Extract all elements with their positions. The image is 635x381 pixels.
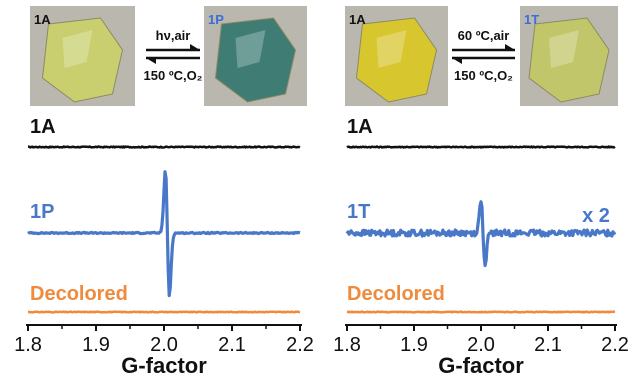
crystal-photo-1T: 1T bbox=[520, 6, 618, 106]
series-label-Decolored: Decolored bbox=[30, 283, 128, 305]
series-label-1T: 1T bbox=[347, 201, 370, 223]
x-tick-label: 1.9 bbox=[82, 334, 110, 356]
spectrum-line-1T bbox=[347, 202, 615, 266]
crystal-photo-1A: 1A bbox=[345, 6, 448, 106]
photo-label: 1P bbox=[208, 12, 224, 27]
multiplier-label: x 2 bbox=[582, 205, 610, 227]
spectrum-line-1A bbox=[28, 147, 300, 148]
spectrum-line-Decolored bbox=[28, 312, 300, 313]
x-tick-label: 1.9 bbox=[400, 334, 428, 356]
panel-left: 1A 1P hν,air 150 ºC,O₂ 1A 1P Decolored 1.8 1.9 2.… bbox=[14, 6, 314, 378]
x-tick-label: 1.8 bbox=[14, 334, 42, 356]
x-tick-label: 2.1 bbox=[534, 334, 562, 356]
arrow-bottom-label: 150 ºC,O₂ bbox=[454, 68, 513, 83]
spectrum-line-1A bbox=[347, 147, 615, 148]
crystal-photo-1P: 1P bbox=[204, 6, 307, 106]
series-label-Decolored: Decolored bbox=[347, 283, 445, 305]
reversible-arrows: 60 ºC,air 150 ºC,O₂ bbox=[452, 28, 515, 83]
x-axis-label: G-factor bbox=[121, 353, 207, 378]
x-tick-label: 2.1 bbox=[218, 334, 246, 356]
photo-label: 1A bbox=[34, 12, 51, 27]
x-tick-label: 1.8 bbox=[333, 334, 361, 356]
crystal-photo-1A: 1A bbox=[30, 6, 135, 106]
series-label-1P: 1P bbox=[30, 201, 54, 223]
reversible-arrows: hν,air 150 ºC,O₂ bbox=[144, 28, 203, 83]
arrow-top-label: 60 ºC,air bbox=[458, 28, 510, 43]
panel-right: 1A 1T 60 ºC,air 150 ºC,O₂ 1A 1T Decolored x 2 1.… bbox=[333, 6, 629, 378]
series-label-1A: 1A bbox=[347, 116, 373, 138]
x-tick-label: 2.2 bbox=[601, 334, 629, 356]
arrow-top-label: hν,air bbox=[156, 28, 191, 43]
arrow-bottom-label: 150 ºC,O₂ bbox=[144, 68, 203, 83]
spectrum-line-Decolored bbox=[347, 312, 615, 313]
series-label-1A: 1A bbox=[30, 116, 56, 138]
x-axis-label: G-factor bbox=[438, 353, 524, 378]
x-tick-label: 2.2 bbox=[286, 334, 314, 356]
photo-label: 1A bbox=[349, 12, 366, 27]
spectrum-line-1P bbox=[28, 172, 300, 296]
photo-label: 1T bbox=[524, 12, 539, 27]
